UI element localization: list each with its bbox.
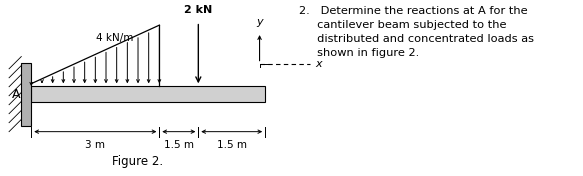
Text: 2 kN: 2 kN <box>184 5 212 15</box>
Text: 3 m: 3 m <box>85 140 106 150</box>
Text: 2.   Determine the reactions at A for the
     cantilever beam subjected to the
: 2. Determine the reactions at A for the … <box>298 6 533 58</box>
Text: y: y <box>257 17 263 27</box>
Text: 1.5 m: 1.5 m <box>164 140 194 150</box>
Text: 4 kN/m: 4 kN/m <box>96 33 134 43</box>
Text: 1.5 m: 1.5 m <box>217 140 247 150</box>
Text: A: A <box>12 88 20 101</box>
Bar <box>22 63 31 125</box>
Text: x: x <box>315 59 322 69</box>
Text: Figure 2.: Figure 2. <box>111 155 163 168</box>
Bar <box>31 86 265 102</box>
